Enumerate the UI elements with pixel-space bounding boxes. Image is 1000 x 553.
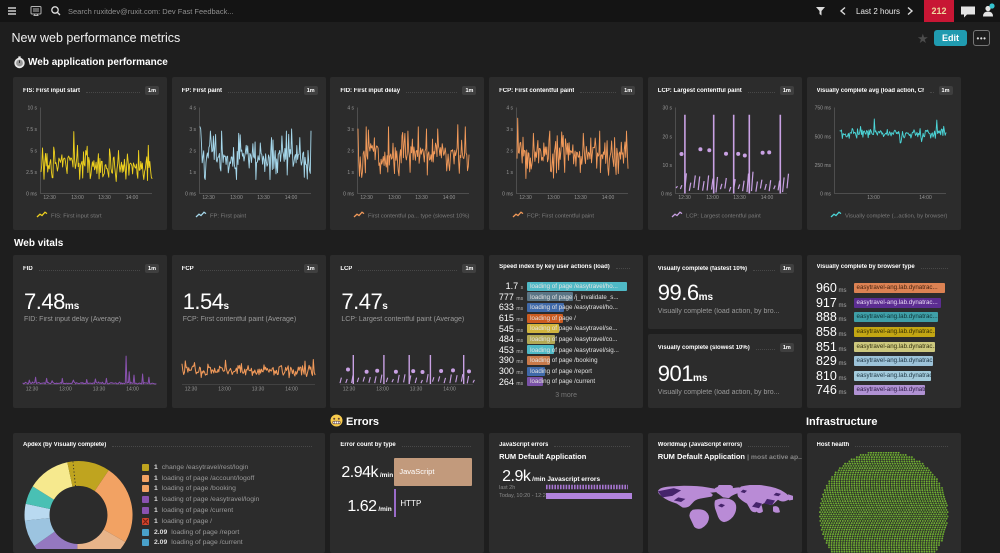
svg-text:13:00: 13:00 xyxy=(230,195,243,201)
svg-text:13:00: 13:00 xyxy=(706,195,719,201)
svg-text:0 ms: 0 ms xyxy=(185,192,196,198)
svg-text:4 s: 4 s xyxy=(348,106,355,112)
svg-text:10 s: 10 s xyxy=(28,106,38,112)
svg-text:12:30: 12:30 xyxy=(343,387,356,393)
svg-text:FP: First paint: FP: First paint xyxy=(210,214,246,220)
svg-text:2 s: 2 s xyxy=(189,149,196,155)
svg-text:13:00: 13:00 xyxy=(867,195,880,201)
svg-text:13:30: 13:30 xyxy=(410,387,423,393)
svg-text:10 s: 10 s xyxy=(662,163,672,169)
svg-text:500 ms: 500 ms xyxy=(814,134,831,140)
svg-text:14:00: 14:00 xyxy=(602,195,615,201)
svg-text:14:00: 14:00 xyxy=(761,195,774,201)
svg-text:13:30: 13:30 xyxy=(574,195,587,201)
svg-text:250 ms: 250 ms xyxy=(814,163,831,169)
svg-text:12:30: 12:30 xyxy=(678,195,691,201)
svg-text:4 s: 4 s xyxy=(506,106,513,112)
svg-text:1 s: 1 s xyxy=(189,170,196,176)
svg-text:3 s: 3 s xyxy=(506,127,513,133)
svg-text:2 s: 2 s xyxy=(506,149,513,155)
svg-text:2 s: 2 s xyxy=(348,149,355,155)
svg-text:13:00: 13:00 xyxy=(71,195,84,201)
svg-text:13:30: 13:30 xyxy=(251,387,264,393)
svg-text:12:30: 12:30 xyxy=(202,195,215,201)
svg-text:20 s: 20 s xyxy=(662,134,672,140)
svg-text:4 s: 4 s xyxy=(189,106,196,112)
svg-text:12:30: 12:30 xyxy=(43,195,56,201)
svg-text:1 s: 1 s xyxy=(506,170,513,176)
svg-text:750 ms: 750 ms xyxy=(814,106,831,112)
svg-text:13:30: 13:30 xyxy=(733,195,746,201)
svg-text:13:00: 13:00 xyxy=(547,195,560,201)
svg-text:14:00: 14:00 xyxy=(126,195,139,201)
svg-text:30 s: 30 s xyxy=(662,106,672,112)
svg-text:14:00: 14:00 xyxy=(444,387,457,393)
svg-text:3 s: 3 s xyxy=(348,127,355,133)
svg-text:12:30: 12:30 xyxy=(361,195,374,201)
svg-text:0 ms: 0 ms xyxy=(820,192,831,198)
svg-text:12:30: 12:30 xyxy=(26,387,39,393)
svg-text:0 ms: 0 ms xyxy=(344,192,355,198)
svg-text:12:30: 12:30 xyxy=(184,387,197,393)
svg-text:Visually complete (...action,: Visually complete (...action, by browser… xyxy=(845,214,947,220)
svg-text:First contentful pa... type (s: First contentful pa... type (slowest 10%… xyxy=(368,214,470,220)
svg-text:13:00: 13:00 xyxy=(389,195,402,201)
svg-text:1 s: 1 s xyxy=(348,170,355,176)
svg-text:FIS: First input start: FIS: First input start xyxy=(51,214,102,220)
svg-text:14:00: 14:00 xyxy=(443,195,456,201)
svg-text:5 s: 5 s xyxy=(30,149,37,155)
svg-text:LCP: Largest contentful paint: LCP: Largest contentful paint xyxy=(686,214,761,220)
svg-text:14:00: 14:00 xyxy=(285,387,298,393)
svg-text:14:00: 14:00 xyxy=(284,195,297,201)
svg-text:FCP: First contentful paint: FCP: First contentful paint xyxy=(527,214,594,220)
svg-text:13:30: 13:30 xyxy=(93,387,106,393)
svg-text:0 ms: 0 ms xyxy=(661,192,672,198)
svg-text:14:00: 14:00 xyxy=(919,195,932,201)
svg-text:14:00: 14:00 xyxy=(126,387,139,393)
svg-text:2.5 s: 2.5 s xyxy=(26,170,37,176)
svg-text:13:30: 13:30 xyxy=(98,195,111,201)
svg-text:0 ms: 0 ms xyxy=(502,192,513,198)
svg-text:7.5 s: 7.5 s xyxy=(26,127,37,133)
svg-text:13:00: 13:00 xyxy=(59,387,72,393)
svg-text:13:00: 13:00 xyxy=(377,387,390,393)
svg-text:12:30: 12:30 xyxy=(519,195,532,201)
svg-text:13:30: 13:30 xyxy=(416,195,429,201)
svg-text:13:00: 13:00 xyxy=(218,387,231,393)
svg-text:0 ms: 0 ms xyxy=(26,192,37,198)
svg-text:13:30: 13:30 xyxy=(257,195,270,201)
svg-text:3 s: 3 s xyxy=(189,127,196,133)
